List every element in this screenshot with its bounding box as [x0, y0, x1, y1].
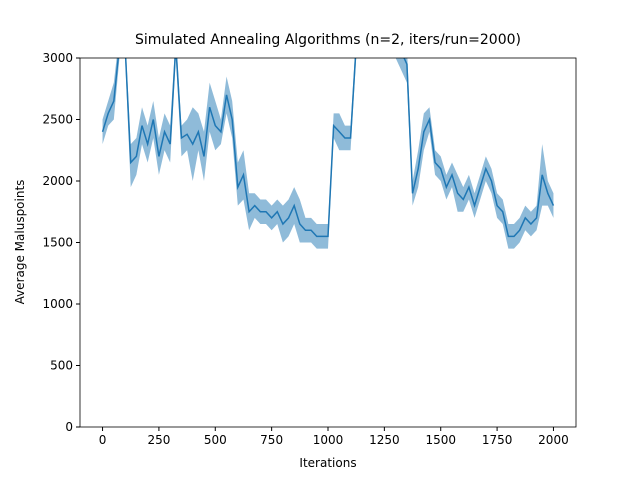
- y-tick-label: 3000: [42, 51, 73, 65]
- x-tick-label: 0: [99, 433, 107, 447]
- x-tick-label: 1750: [482, 433, 513, 447]
- chart-title: Simulated Annealing Algorithms (n=2, ite…: [135, 32, 521, 48]
- x-tick-label: 1250: [369, 433, 400, 447]
- x-tick-label: 2000: [538, 433, 569, 447]
- x-tick-label: 750: [260, 433, 283, 447]
- band: [102, 58, 554, 249]
- x-tick-label: 1500: [425, 433, 456, 447]
- y-tick-label: 1500: [42, 236, 73, 250]
- y-tick-label: 1000: [42, 297, 73, 311]
- y-axis-label: Average Maluspoints: [13, 180, 27, 305]
- y-tick-label: 500: [50, 359, 73, 373]
- x-tick-label: 250: [147, 433, 170, 447]
- x-tick-label: 1000: [313, 433, 344, 447]
- y-tick-label: 2000: [42, 174, 73, 188]
- x-tick-label: 500: [204, 433, 227, 447]
- plot-area: [101, 58, 555, 249]
- x-axis-label: Iterations: [299, 456, 356, 470]
- y-tick-label: 2500: [42, 113, 73, 127]
- y-tick-label: 0: [65, 420, 73, 434]
- line: [101, 58, 555, 238]
